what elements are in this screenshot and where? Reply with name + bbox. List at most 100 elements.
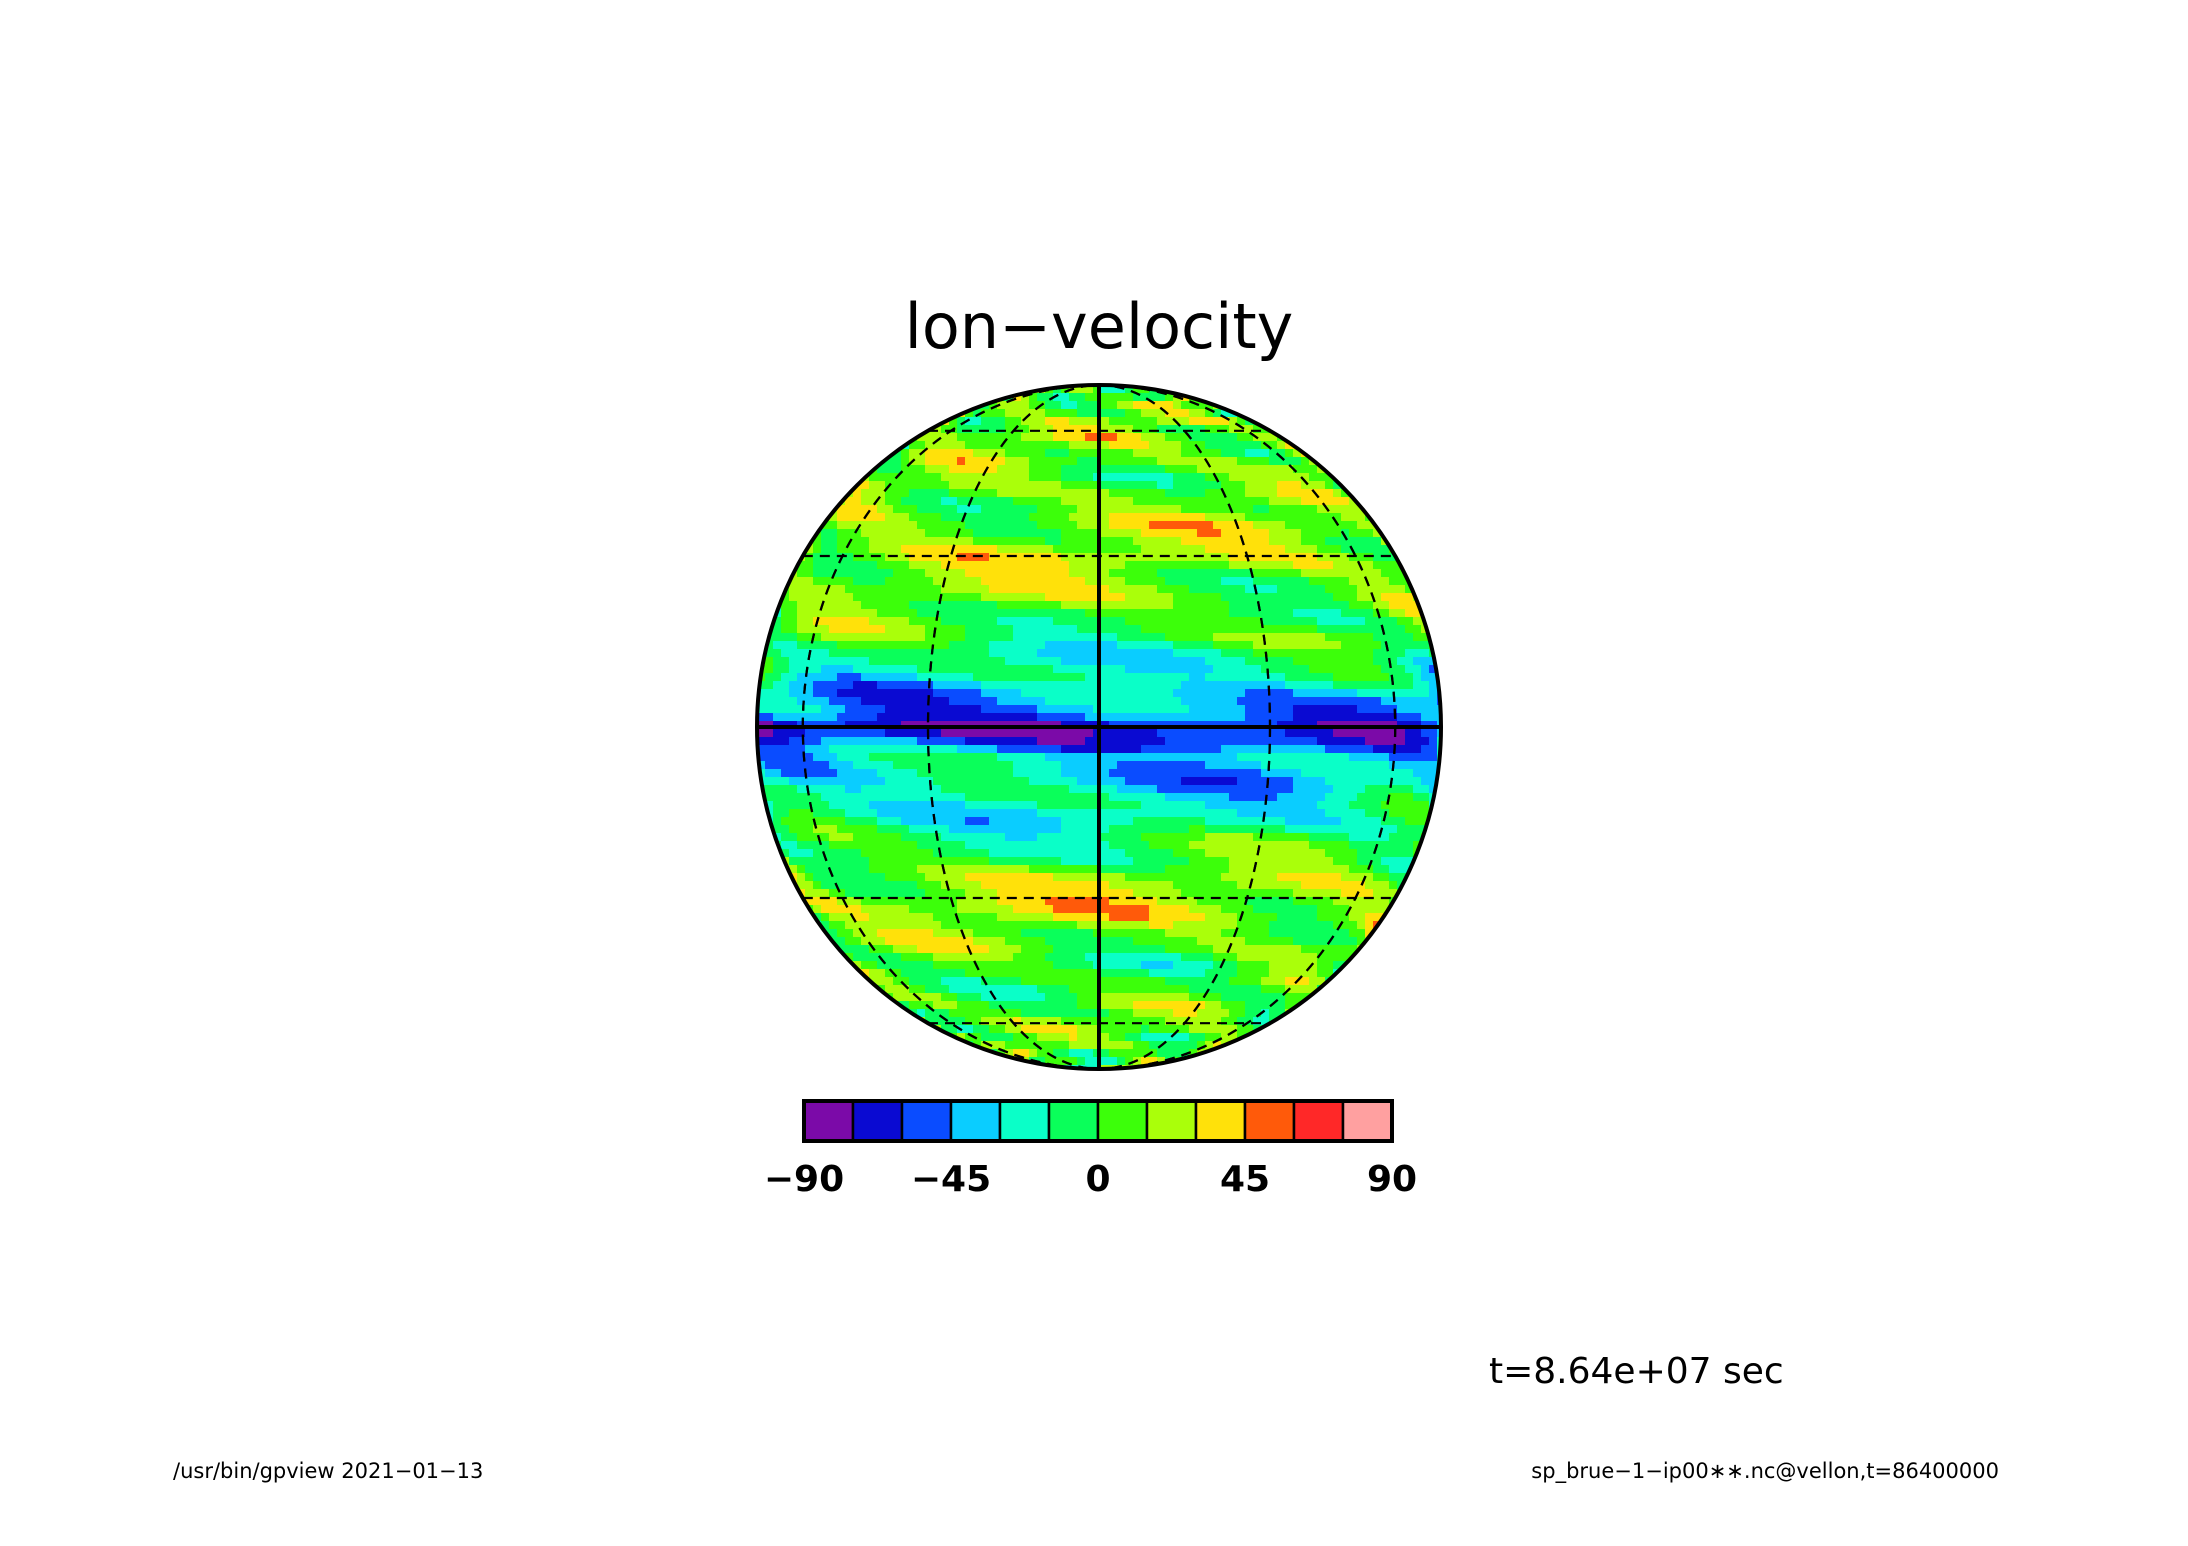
field-cell bbox=[1117, 897, 1126, 906]
field-cell bbox=[1021, 849, 1030, 858]
field-cell bbox=[1285, 561, 1294, 570]
field-cell bbox=[1069, 817, 1078, 826]
field-cell bbox=[1101, 865, 1110, 874]
field-cell bbox=[1125, 889, 1134, 898]
field-cell bbox=[1221, 881, 1230, 890]
field-cell bbox=[893, 585, 902, 594]
field-cell bbox=[1061, 713, 1070, 722]
field-cell bbox=[1341, 521, 1350, 530]
field-cell bbox=[1261, 633, 1270, 642]
field-cell bbox=[933, 825, 942, 834]
field-cell bbox=[1261, 913, 1270, 922]
field-cell bbox=[789, 633, 798, 642]
field-cell bbox=[1149, 529, 1158, 538]
field-cell bbox=[1061, 617, 1070, 626]
field-cell bbox=[957, 401, 966, 410]
field-cell bbox=[1245, 905, 1254, 914]
field-cell bbox=[1333, 801, 1342, 810]
field-cell bbox=[909, 689, 918, 698]
field-cell bbox=[1117, 537, 1126, 546]
field-cell bbox=[1125, 681, 1134, 690]
field-cell bbox=[853, 745, 862, 754]
field-cell bbox=[1037, 673, 1046, 682]
field-cell bbox=[1205, 465, 1214, 474]
field-cell bbox=[1029, 737, 1038, 746]
field-cell bbox=[1189, 569, 1198, 578]
field-cell bbox=[1021, 449, 1030, 458]
field-cell bbox=[1261, 553, 1270, 562]
field-cell bbox=[765, 609, 774, 618]
field-cell bbox=[1293, 841, 1302, 850]
field-cell bbox=[1061, 449, 1070, 458]
field-cell bbox=[821, 561, 830, 570]
field-cell bbox=[901, 561, 910, 570]
field-cell bbox=[1365, 905, 1374, 914]
field-cell bbox=[1125, 433, 1134, 442]
field-cell bbox=[1261, 745, 1270, 754]
field-cell bbox=[1189, 441, 1198, 450]
field-cell bbox=[989, 593, 998, 602]
field-cell bbox=[861, 569, 870, 578]
field-cell bbox=[1101, 769, 1110, 778]
field-cell bbox=[1189, 745, 1198, 754]
field-cell bbox=[1285, 697, 1294, 706]
field-cell bbox=[981, 769, 990, 778]
field-cell bbox=[909, 625, 918, 634]
field-cell bbox=[1205, 545, 1214, 554]
field-cell bbox=[1101, 561, 1110, 570]
field-cell bbox=[973, 553, 982, 562]
field-cell bbox=[1133, 425, 1142, 434]
field-cell bbox=[925, 473, 934, 482]
field-cell bbox=[1069, 777, 1078, 786]
field-cell bbox=[1109, 641, 1118, 650]
field-cell bbox=[869, 785, 878, 794]
field-cell bbox=[997, 833, 1006, 842]
field-cell bbox=[1397, 753, 1406, 762]
field-cell bbox=[925, 713, 934, 722]
field-cell bbox=[949, 537, 958, 546]
field-cell bbox=[941, 657, 950, 666]
field-cell bbox=[1221, 553, 1230, 562]
field-cell bbox=[981, 905, 990, 914]
field-cell bbox=[1253, 609, 1262, 618]
field-cell bbox=[1301, 745, 1310, 754]
field-cell bbox=[917, 657, 926, 666]
field-cell bbox=[1157, 681, 1166, 690]
field-cell bbox=[1237, 441, 1246, 450]
field-cell bbox=[1389, 865, 1398, 874]
field-cell bbox=[1189, 449, 1198, 458]
field-cell bbox=[1069, 849, 1078, 858]
field-cell bbox=[1085, 481, 1094, 490]
field-cell bbox=[1029, 593, 1038, 602]
field-cell bbox=[1237, 529, 1246, 538]
field-cell bbox=[1197, 497, 1206, 506]
field-cell bbox=[1381, 553, 1390, 562]
field-cell bbox=[1077, 609, 1086, 618]
field-cell bbox=[1013, 801, 1022, 810]
field-cell bbox=[1013, 633, 1022, 642]
field-cell bbox=[1061, 801, 1070, 810]
field-cell bbox=[885, 777, 894, 786]
globe-field bbox=[757, 385, 1441, 1069]
field-cell bbox=[1333, 857, 1342, 866]
field-cell bbox=[1021, 833, 1030, 842]
field-cell bbox=[1389, 633, 1398, 642]
field-cell bbox=[1045, 457, 1054, 466]
field-cell bbox=[1173, 777, 1182, 786]
field-cell bbox=[1269, 865, 1278, 874]
field-cell bbox=[1389, 769, 1398, 778]
field-cell bbox=[1237, 777, 1246, 786]
field-cell bbox=[1021, 457, 1030, 466]
field-cell bbox=[1029, 785, 1038, 794]
field-cell bbox=[861, 585, 870, 594]
field-cell bbox=[1037, 513, 1046, 522]
field-cell bbox=[885, 513, 894, 522]
field-cell bbox=[805, 825, 814, 834]
field-cell bbox=[1293, 641, 1302, 650]
field-cell bbox=[957, 833, 966, 842]
field-cell bbox=[1229, 473, 1238, 482]
field-cell bbox=[1253, 913, 1262, 922]
field-cell bbox=[813, 801, 822, 810]
field-cell bbox=[1269, 809, 1278, 818]
field-cell bbox=[1293, 665, 1302, 674]
